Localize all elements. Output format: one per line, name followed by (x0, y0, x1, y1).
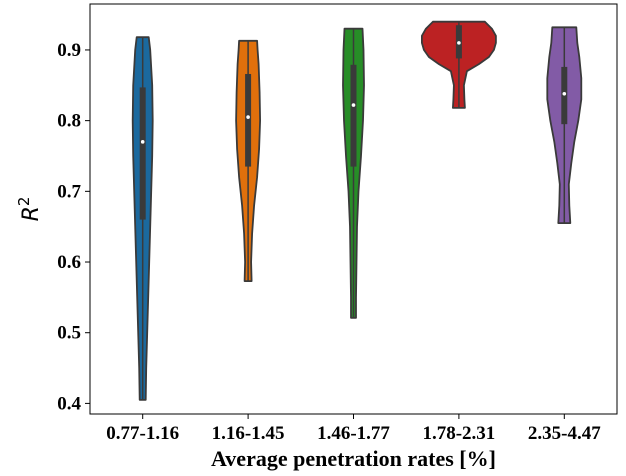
x-tick-label: 1.78-2.31 (422, 423, 495, 444)
violins-group (131, 20, 583, 401)
y-tick-label: 0.6 (57, 252, 81, 273)
y-tick-label: 0.5 (57, 323, 81, 344)
y-tick-label: 0.4 (57, 393, 81, 414)
x-tick-label: 1.16-1.45 (212, 423, 285, 444)
violin-iqr-box (350, 64, 357, 167)
y-axis-label-main: R (19, 206, 44, 221)
x-tick-label: 1.46-1.77 (317, 423, 390, 444)
y-tick-label: 0.7 (57, 181, 81, 202)
violin-median (351, 103, 356, 107)
x-tick-label: 0.77-1.16 (106, 423, 179, 444)
y-tick-label: 0.8 (57, 111, 81, 132)
violin-median (562, 91, 567, 96)
violin-median (457, 41, 461, 45)
violin-median (246, 115, 250, 119)
violin-iqr-box (245, 73, 252, 167)
violin-median (140, 140, 145, 144)
y-axis: 0.4 0.5 0.6 0.7 0.8 0.9 (57, 40, 90, 414)
violin-0.77-1.16 (131, 36, 154, 401)
y-tick-label: 0.9 (57, 40, 81, 61)
x-axis: 0.77-1.16 1.16-1.45 1.46-1.77 1.78-2.31 2.35… (106, 414, 601, 444)
x-tick-label: 2.35-4.47 (528, 423, 601, 444)
violin-1.78-2.31 (421, 20, 497, 109)
violin-iqr-box (139, 87, 146, 220)
y-axis-label: R2 (15, 197, 44, 222)
y-axis-label-superscript: 2 (15, 197, 33, 207)
violin-1.46-1.77 (342, 27, 365, 319)
violin-1.16-1.45 (235, 39, 261, 282)
x-axis-label: Average penetration rates [%] (211, 446, 496, 471)
violin-2.35-4.47 (546, 26, 583, 224)
